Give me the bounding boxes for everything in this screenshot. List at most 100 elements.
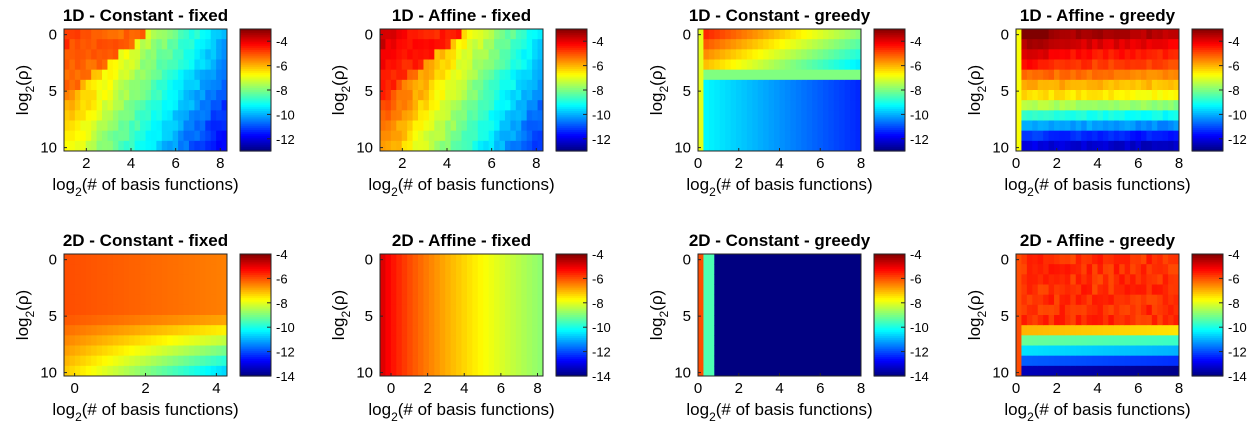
heatmap-cell [407, 274, 414, 285]
heatmap-cell [1124, 49, 1131, 60]
heatmap-cell [1026, 284, 1033, 296]
heatmap-cell [483, 254, 490, 265]
heatmap-cell [510, 110, 517, 121]
heatmap-cell [784, 110, 791, 121]
heatmap-cell [401, 335, 408, 346]
heatmap-cell [822, 254, 829, 265]
heatmap-cell [1151, 284, 1158, 296]
heatmap-cell [526, 100, 533, 111]
heatmap-cell [194, 140, 201, 152]
heatmap-cell [434, 29, 441, 40]
colorbar-swatch [556, 80, 587, 83]
heatmap-cell [1032, 100, 1039, 111]
heatmap-cell [526, 79, 533, 91]
heatmap-cell [396, 274, 403, 285]
colorbar-swatch [1192, 301, 1223, 305]
colorbar-swatch [240, 110, 271, 114]
colorbar-swatch [240, 44, 271, 47]
heatmap-cell [123, 325, 130, 336]
heatmap-cell [221, 264, 228, 275]
heatmap-cell [428, 365, 435, 377]
heatmap-cell [172, 59, 179, 71]
heatmap-cell [401, 325, 408, 336]
heatmap-cell [1113, 264, 1120, 275]
heatmap-cell [752, 120, 759, 132]
y-tick-label: 10 [674, 365, 691, 382]
heatmap-cell [1064, 110, 1071, 121]
heatmap-cell [1016, 79, 1022, 91]
colorbar-swatch [1192, 34, 1223, 38]
heatmap-cell [784, 254, 791, 265]
heatmap-cell [1146, 110, 1153, 121]
panel-title: 1D - Constant - greedy [689, 6, 871, 25]
heatmap-cell [80, 304, 87, 316]
heatmap-cell [1032, 325, 1039, 336]
heatmap-cell [795, 29, 802, 40]
heatmap-cell [1102, 304, 1109, 316]
heatmap-cell [1064, 59, 1071, 71]
heatmap-cell [1059, 130, 1066, 142]
colorbar-swatch [556, 257, 587, 261]
heatmap-cell [434, 355, 441, 367]
colorbar-swatch [874, 328, 905, 331]
heatmap-cell [439, 90, 446, 101]
heatmap-cell [1168, 100, 1175, 111]
heatmap-cell [1124, 39, 1131, 50]
heatmap-cell [178, 130, 185, 142]
heatmap-cell [1130, 304, 1137, 316]
heatmap-cell [150, 304, 157, 316]
heatmap-cell [418, 284, 424, 296]
heatmap-cell [1162, 130, 1169, 142]
heatmap-cell [1059, 100, 1066, 111]
heatmap-cell [1092, 90, 1098, 101]
heatmap-cell [1173, 90, 1180, 101]
heatmap-cell [466, 120, 473, 132]
heatmap-cell [725, 365, 732, 377]
colorbar-swatch [1192, 265, 1223, 268]
heatmap-cell [1075, 284, 1082, 296]
heatmap-cell [537, 345, 544, 357]
heatmap-cell [1130, 284, 1137, 296]
heatmap-cell [833, 315, 840, 326]
colorbar-swatch [556, 274, 587, 278]
heatmap-cell [1108, 49, 1115, 60]
heatmap-cell [107, 110, 114, 121]
colorbar-swatch [874, 72, 905, 76]
colorbar-swatch [1192, 299, 1223, 303]
heatmap-cell [795, 335, 802, 346]
heatmap-cell [107, 335, 114, 346]
colorbar-swatch [556, 259, 587, 263]
heatmap-cell [1092, 29, 1098, 40]
heatmap-cell [472, 284, 479, 296]
heatmap-cell [822, 304, 829, 316]
heatmap-cell [412, 69, 419, 81]
colorbar-swatch [874, 316, 905, 320]
heatmap-cell [855, 100, 862, 111]
heatmap-cell [725, 355, 732, 367]
heatmap-cell [102, 365, 108, 377]
heatmap-cell [64, 365, 70, 377]
heatmap-cell [161, 120, 168, 132]
heatmap-cell [445, 49, 452, 60]
colorbar-swatch [556, 269, 587, 272]
heatmap-cell [763, 59, 770, 71]
heatmap-cell [1168, 284, 1175, 296]
heatmap-cell [91, 355, 98, 367]
heatmap-cell [472, 325, 479, 336]
heatmap-cell [450, 284, 457, 296]
heatmap-cell [1070, 90, 1077, 101]
heatmap-cell [456, 130, 462, 142]
heatmap-cell [434, 110, 441, 121]
heatmap-cell [69, 29, 76, 40]
heatmap-cell [1135, 365, 1142, 377]
heatmap-cell [1130, 355, 1137, 367]
colorbar-swatch [556, 55, 587, 59]
heatmap-cell [390, 274, 397, 285]
heatmap-cell [1108, 79, 1115, 91]
heatmap-cell [1140, 355, 1147, 367]
heatmap-cell [1140, 345, 1147, 357]
heatmap-cell [1130, 294, 1137, 306]
heatmap-cell [178, 284, 185, 296]
heatmap-cell [129, 100, 136, 111]
heatmap-cell [428, 264, 435, 275]
